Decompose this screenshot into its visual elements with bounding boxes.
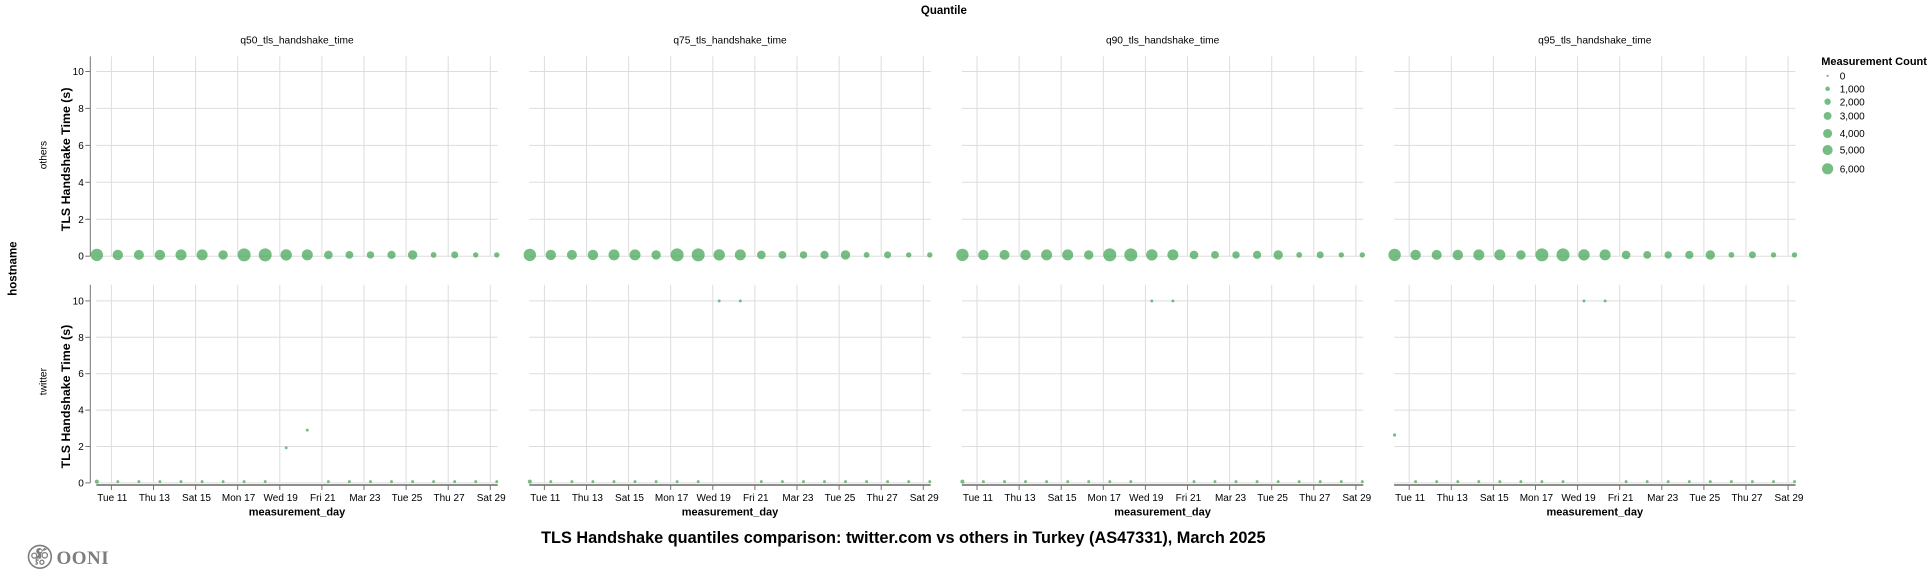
svg-text:0: 0 — [78, 252, 84, 263]
svg-text:4,000: 4,000 — [1840, 129, 1865, 140]
svg-text:0: 0 — [78, 478, 84, 489]
svg-text:8: 8 — [78, 104, 84, 115]
svg-text:measurement_day: measurement_day — [1114, 506, 1211, 518]
svg-text:OONI: OONI — [57, 548, 110, 569]
svg-text:Sat 15: Sat 15 — [1480, 493, 1509, 504]
svg-text:twitter: twitter — [39, 367, 50, 395]
svg-text:8: 8 — [78, 333, 84, 344]
svg-text:Thu 27: Thu 27 — [867, 493, 899, 504]
svg-text:q50_tls_handshake_time: q50_tls_handshake_time — [240, 35, 354, 46]
svg-text:measurement_day: measurement_day — [682, 506, 779, 518]
svg-text:q75_tls_handshake_time: q75_tls_handshake_time — [673, 35, 787, 46]
svg-text:Wed 19: Wed 19 — [1129, 493, 1164, 504]
svg-text:Thu 13: Thu 13 — [1004, 493, 1036, 504]
svg-text:Mon 17: Mon 17 — [655, 493, 689, 504]
svg-text:2: 2 — [78, 215, 84, 226]
svg-text:Thu 13: Thu 13 — [139, 493, 171, 504]
svg-text:Tue 25: Tue 25 — [1257, 493, 1288, 504]
svg-text:Sat 29: Sat 29 — [477, 493, 506, 504]
svg-text:Tue 11: Tue 11 — [963, 493, 993, 504]
svg-text:6,000: 6,000 — [1840, 164, 1865, 175]
svg-text:Sat 15: Sat 15 — [615, 493, 644, 504]
svg-text:Thu 27: Thu 27 — [1299, 493, 1331, 504]
svg-text:Mar 23: Mar 23 — [1215, 493, 1247, 504]
svg-text:5,000: 5,000 — [1840, 146, 1865, 157]
svg-text:Wed 19: Wed 19 — [1561, 493, 1596, 504]
svg-text:Fri 21: Fri 21 — [1176, 493, 1202, 504]
svg-text:Fri 21: Fri 21 — [310, 493, 336, 504]
svg-text:2: 2 — [78, 442, 84, 453]
svg-text:q95_tls_handshake_time: q95_tls_handshake_time — [1538, 35, 1652, 46]
svg-text:Quantile: Quantile — [921, 5, 967, 17]
svg-text:Wed 19: Wed 19 — [264, 493, 299, 504]
svg-text:Mar 23: Mar 23 — [349, 493, 381, 504]
svg-text:6: 6 — [78, 369, 84, 380]
svg-text:Mar 23: Mar 23 — [782, 493, 814, 504]
svg-text:Thu 27: Thu 27 — [434, 493, 466, 504]
svg-text:Fri 21: Fri 21 — [743, 493, 769, 504]
svg-text:Thu 27: Thu 27 — [1731, 493, 1763, 504]
svg-text:TLS Handshake Time (s): TLS Handshake Time (s) — [59, 325, 73, 469]
svg-text:hostname: hostname — [7, 241, 19, 295]
svg-text:Mar 23: Mar 23 — [1647, 493, 1679, 504]
svg-text:Mon 17: Mon 17 — [222, 493, 256, 504]
svg-text:2,000: 2,000 — [1840, 97, 1865, 108]
svg-text:10: 10 — [73, 296, 85, 307]
svg-text:0: 0 — [1840, 71, 1846, 82]
svg-text:Mon 17: Mon 17 — [1520, 493, 1554, 504]
svg-text:q90_tls_handshake_time: q90_tls_handshake_time — [1106, 35, 1220, 46]
svg-text:Fri 21: Fri 21 — [1608, 493, 1634, 504]
svg-text:Tue 11: Tue 11 — [97, 493, 127, 504]
svg-text:measurement_day: measurement_day — [249, 506, 346, 518]
svg-text:TLS Handshake Time (s): TLS Handshake Time (s) — [59, 88, 73, 232]
svg-text:Sat 15: Sat 15 — [182, 493, 211, 504]
svg-text:Tue 25: Tue 25 — [825, 493, 856, 504]
svg-text:Sat 29: Sat 29 — [910, 493, 939, 504]
svg-text:Tue 11: Tue 11 — [1395, 493, 1425, 504]
svg-text:1,000: 1,000 — [1840, 84, 1865, 95]
svg-text:3,000: 3,000 — [1840, 112, 1865, 123]
svg-text:Tue 25: Tue 25 — [392, 493, 423, 504]
svg-text:Mon 17: Mon 17 — [1088, 493, 1122, 504]
svg-text:Sat 29: Sat 29 — [1342, 493, 1371, 504]
svg-text:10: 10 — [73, 67, 85, 78]
svg-text:4: 4 — [78, 178, 84, 189]
svg-text:Wed 19: Wed 19 — [697, 493, 732, 504]
svg-text:TLS Handshake quantiles compar: TLS Handshake quantiles comparison: twit… — [541, 529, 1265, 547]
svg-text:Tue 25: Tue 25 — [1689, 493, 1720, 504]
svg-text:Thu 13: Thu 13 — [572, 493, 604, 504]
svg-text:6: 6 — [78, 141, 84, 152]
svg-text:Tue 11: Tue 11 — [530, 493, 560, 504]
svg-text:Sat 15: Sat 15 — [1048, 493, 1077, 504]
svg-text:Thu 13: Thu 13 — [1437, 493, 1469, 504]
svg-text:measurement_day: measurement_day — [1546, 506, 1643, 518]
svg-text:Sat 29: Sat 29 — [1775, 493, 1804, 504]
svg-text:Measurement Count: Measurement Count — [1821, 56, 1927, 68]
svg-text:others: others — [39, 141, 50, 169]
svg-text:4: 4 — [78, 406, 84, 417]
